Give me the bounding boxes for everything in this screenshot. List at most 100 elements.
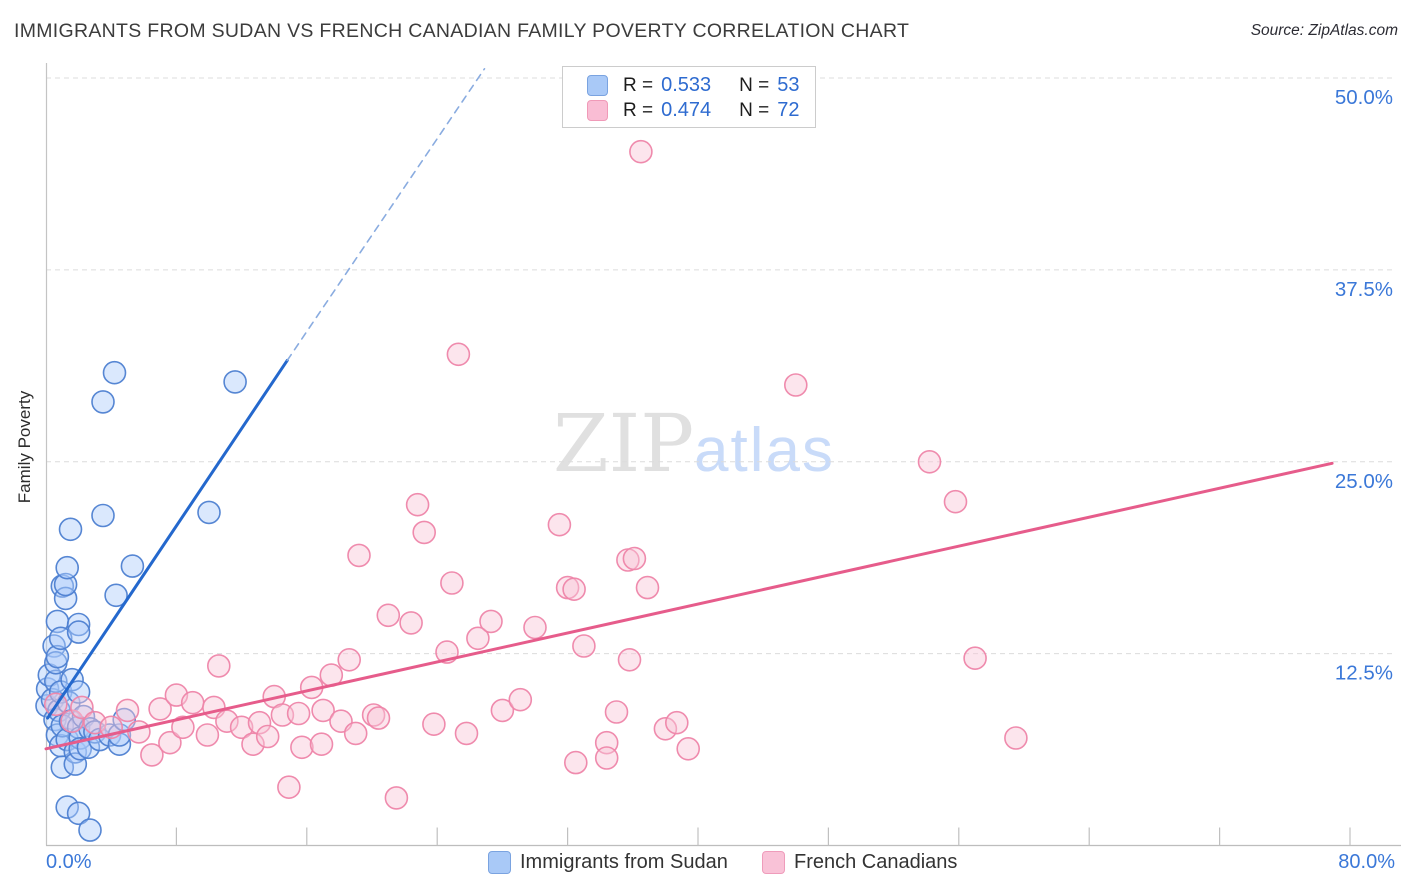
r-value-french: 0.474	[661, 99, 712, 121]
french-series-swatch	[587, 100, 608, 121]
scatter-point-sudan[interactable]	[102, 360, 127, 385]
scatter-point-sudan[interactable]	[53, 572, 78, 597]
scatter-point-french[interactable]	[343, 721, 368, 746]
scatter-point-sudan[interactable]	[120, 554, 145, 578]
legend-item-french: French Canadians	[762, 851, 957, 874]
scatter-point-french[interactable]	[311, 698, 335, 723]
scatter-point-french[interactable]	[563, 750, 588, 775]
scatter-point-french[interactable]	[523, 615, 547, 640]
scatter-point-french[interactable]	[229, 715, 254, 740]
scatter-point-french[interactable]	[562, 577, 586, 602]
scatter-point-french[interactable]	[479, 609, 503, 634]
scatter-point-french[interactable]	[366, 706, 391, 730]
stats-row-french: R = 0.474 N = 72	[587, 98, 815, 123]
scatter-point-french[interactable]	[412, 520, 437, 545]
scatter-point-french[interactable]	[466, 626, 490, 651]
scatter-point-french[interactable]	[277, 775, 301, 800]
scatter-point-french[interactable]	[454, 721, 479, 746]
scatter-point-sudan[interactable]	[66, 620, 91, 644]
n-value-sudan: 53	[777, 74, 800, 96]
scatter-point-french[interactable]	[508, 687, 533, 712]
french-trend	[44, 461, 1334, 751]
scatter-point-sudan[interactable]	[78, 818, 102, 842]
scatter-point-french[interactable]	[376, 603, 401, 628]
scatter-point-french[interactable]	[635, 575, 660, 600]
scatter-point-french[interactable]	[676, 736, 701, 761]
n-label: N =	[739, 99, 770, 121]
y-tick-label-50.0%: 50.0%	[1335, 86, 1393, 109]
scatter-point-french[interactable]	[422, 712, 446, 737]
sudan-trend-extension	[286, 67, 486, 362]
x-axis-max-label: 80.0%	[1338, 851, 1395, 873]
y-tick-label-37.5%: 37.5%	[1335, 278, 1393, 301]
page-title: IMMIGRANTS FROM SUDAN VS FRENCH CANADIAN…	[14, 20, 910, 42]
legend-swatch-sudan	[488, 851, 511, 874]
scatter-point-french[interactable]	[622, 546, 647, 571]
y-axis-title: Family Poverty	[15, 390, 34, 504]
scatter-point-french[interactable]	[604, 700, 629, 724]
scatter-point-french[interactable]	[171, 715, 195, 740]
scatter-point-french[interactable]	[241, 732, 265, 757]
scatter-point-french[interactable]	[440, 571, 464, 595]
scatter-point-french[interactable]	[399, 611, 423, 635]
scatter-point-french[interactable]	[783, 373, 808, 397]
scatter-point-sudan[interactable]	[55, 795, 79, 819]
scatter-point-french[interactable]	[115, 698, 140, 723]
scatter-point-sudan[interactable]	[55, 555, 79, 580]
scatter-point-french[interactable]	[963, 646, 987, 671]
scatter-point-french[interactable]	[290, 735, 314, 760]
scatter-point-french[interactable]	[148, 697, 172, 721]
scatter-point-french[interactable]	[158, 730, 182, 755]
scatter-point-french[interactable]	[309, 732, 334, 757]
scatter-point-sudan[interactable]	[197, 500, 221, 525]
scatter-point-french[interactable]	[384, 786, 409, 810]
r-label: R =	[623, 99, 654, 121]
scatter-point-french[interactable]	[247, 710, 272, 735]
scatter-point-sudan[interactable]	[66, 612, 91, 637]
scatter-point-french[interactable]	[594, 746, 619, 770]
scatter-point-french[interactable]	[195, 723, 220, 747]
scatter-point-french[interactable]	[215, 709, 239, 734]
legend-label-sudan: Immigrants from Sudan	[520, 851, 728, 873]
scatter-point-sudan[interactable]	[91, 503, 115, 528]
scatter-point-french[interactable]	[1004, 726, 1028, 750]
scatter-point-french[interactable]	[140, 743, 164, 767]
scatter-point-french[interactable]	[180, 690, 205, 715]
scatter-point-sudan[interactable]	[48, 626, 73, 651]
n-value-french: 72	[777, 99, 800, 121]
scatter-point-french[interactable]	[286, 701, 311, 726]
scatter-point-sudan[interactable]	[223, 370, 247, 394]
x-axis-min-label: 0.0%	[46, 851, 92, 873]
scatter-point-french[interactable]	[255, 724, 280, 749]
scatter-point-french[interactable]	[917, 449, 942, 474]
scatter-point-sudan[interactable]	[91, 390, 115, 414]
scatter-point-french[interactable]	[547, 512, 572, 537]
scatter-point-sudan[interactable]	[66, 801, 91, 826]
scatter-point-sudan[interactable]	[53, 586, 78, 611]
scatter-point-french[interactable]	[490, 698, 515, 723]
scatter-point-french[interactable]	[617, 647, 642, 672]
scatter-point-french[interactable]	[127, 720, 151, 744]
r-value-sudan: 0.533	[661, 74, 712, 96]
correlation-stats-box: R = 0.533 N = 53 R = 0.474 N = 72	[562, 66, 816, 128]
scatter-point-french[interactable]	[405, 492, 430, 517]
scatter-point-french[interactable]	[653, 716, 678, 741]
scatter-point-french[interactable]	[337, 647, 362, 672]
scatter-point-french[interactable]	[60, 709, 84, 734]
scatter-point-french[interactable]	[207, 654, 231, 678]
scatter-point-french[interactable]	[70, 695, 94, 720]
scatter-point-sudan[interactable]	[45, 644, 70, 669]
scatter-point-french[interactable]	[572, 634, 596, 658]
scatter-point-french[interactable]	[664, 710, 689, 735]
n-label: N =	[739, 74, 770, 96]
scatter-point-french[interactable]	[629, 139, 653, 164]
scatter-point-french[interactable]	[347, 543, 371, 568]
scatter-point-french[interactable]	[943, 489, 968, 514]
y-tick-label-12.5%: 12.5%	[1335, 662, 1393, 685]
scatter-point-sudan[interactable]	[104, 583, 128, 608]
scatter-point-sudan[interactable]	[63, 752, 88, 776]
scatter-point-sudan[interactable]	[66, 680, 91, 704]
scatter-point-french[interactable]	[446, 342, 471, 367]
scatter-point-sudan[interactable]	[58, 517, 83, 542]
